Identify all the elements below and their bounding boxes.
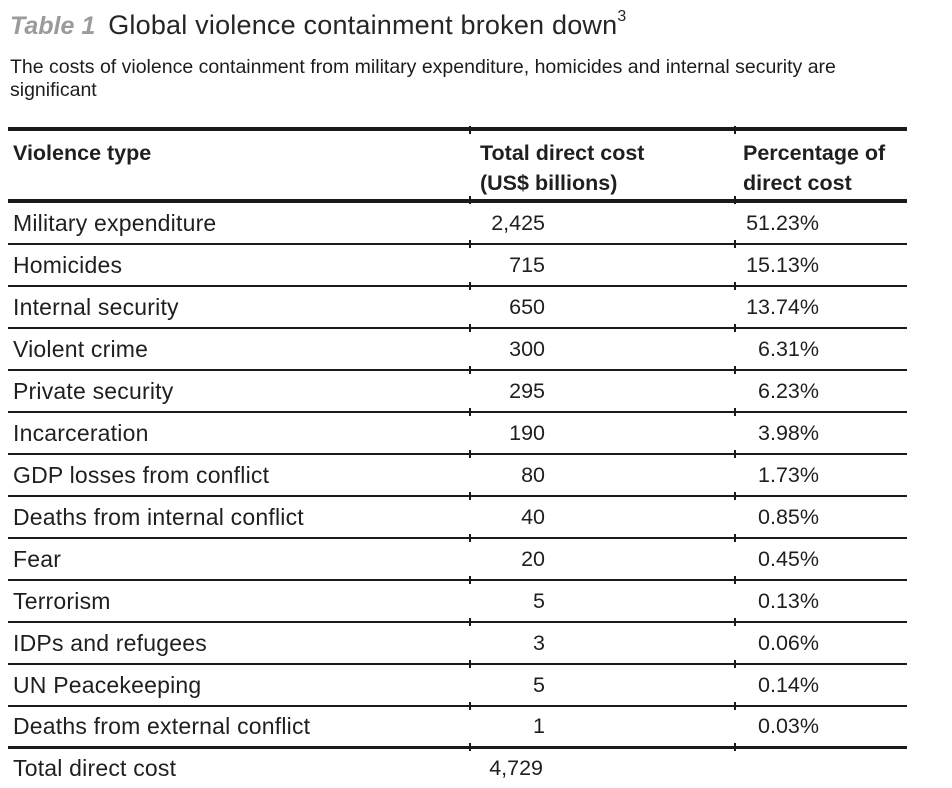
table-title-text: Global violence containment broken down [108, 10, 618, 40]
direct-cost-cell: 715 [509, 252, 545, 277]
column-divider-tick [734, 126, 736, 134]
percentage-cell: 6.31% [758, 336, 819, 361]
table-row: Deaths from external conflict 1 0.03% [8, 707, 907, 751]
percentage-cell: 51.23% [746, 210, 819, 235]
direct-cost-cell: 20 [521, 546, 545, 571]
table-number-label: Table 1 [10, 12, 96, 40]
direct-cost-cell: 190 [509, 420, 545, 445]
total-label-cell: Total direct cost [13, 755, 177, 781]
table-row: IDPs and refugees 3 0.06% [8, 623, 907, 668]
violence-type-cell: Incarceration [13, 419, 149, 446]
violence-type-cell: Deaths from internal conflict [13, 503, 304, 530]
column-header-line: Percentage of [743, 141, 886, 165]
violence-type-cell: Terrorism [13, 587, 111, 614]
table-row: Military expenditure 2,425 51.23% [8, 203, 907, 248]
total-cost-cell: 4,729 [489, 756, 543, 780]
percentage-cell: 3.98% [758, 420, 819, 445]
column-header-violence-type: Violence type [13, 141, 152, 165]
table-row: Fear 20 0.45% [8, 539, 907, 584]
percentage-cell: 1.73% [758, 462, 819, 487]
percentage-cell: 0.45% [758, 546, 819, 571]
table-title: Table 1 Global violence containment broke… [10, 8, 627, 41]
percentage-cell: 6.23% [758, 378, 819, 403]
violence-type-cell: Homicides [13, 251, 123, 278]
percentage-cell: 0.03% [758, 714, 819, 738]
violence-containment-table: Violence type Total direct cost (US$ bil… [8, 126, 907, 788]
violence-type-cell: GDP losses from conflict [13, 461, 270, 488]
percentage-cell: 0.06% [758, 630, 819, 655]
table-header-row: Violence type Total direct cost (US$ bil… [8, 126, 907, 204]
table-row: UN Peacekeeping 5 0.14% [8, 665, 907, 710]
table-row: GDP losses from conflict 80 1.73% [8, 455, 907, 500]
table-row: Deaths from internal conflict 40 0.85% [8, 497, 907, 542]
violence-type-cell: Fear [13, 545, 62, 572]
violence-type-cell: Deaths from external conflict [13, 713, 311, 739]
violence-type-cell: IDPs and refugees [13, 629, 207, 656]
table-row: Internal security 650 13.74% [8, 287, 907, 332]
direct-cost-cell: 80 [521, 462, 545, 487]
table-row: Private security 295 6.23% [8, 371, 907, 416]
violence-type-cell: Military expenditure [13, 209, 217, 236]
violence-type-cell: Violent crime [13, 335, 149, 362]
column-header-percentage: Percentage of direct cost [735, 131, 907, 198]
column-divider-tick [469, 126, 471, 134]
column-header-total-direct-cost: Total direct cost (US$ billions) [470, 131, 735, 198]
table-body: Military expenditure 2,425 51.23% Homici… [8, 203, 907, 751]
violence-type-cell: Private security [13, 377, 174, 404]
direct-cost-cell: 40 [521, 504, 545, 529]
percentage-cell: 0.14% [758, 672, 819, 697]
direct-cost-cell: 2,425 [491, 210, 545, 235]
direct-cost-cell: 295 [509, 378, 545, 403]
percentage-cell: 15.13% [746, 252, 819, 277]
table-row: Homicides 715 15.13% [8, 245, 907, 290]
violence-type-cell: Internal security [13, 293, 179, 320]
direct-cost-cell: 5 [533, 672, 545, 697]
percentage-cell: 0.13% [758, 588, 819, 613]
violence-type-cell: UN Peacekeeping [13, 671, 202, 698]
column-header-line: Total direct cost [480, 141, 645, 165]
direct-cost-cell: 3 [533, 630, 545, 655]
percentage-cell: 0.85% [758, 504, 819, 529]
column-header-line: direct cost [743, 171, 852, 195]
direct-cost-cell: 650 [509, 294, 545, 319]
table-subtitle: The costs of violence containment from m… [10, 56, 836, 101]
table-row: Violent crime 300 6.31% [8, 329, 907, 374]
column-header-line: (US$ billions) [480, 171, 618, 195]
table-total-row: Total direct cost 4,729 [8, 749, 907, 788]
footnote-reference: 3 [617, 8, 627, 25]
table-row: Incarceration 190 3.98% [8, 413, 907, 458]
percentage-cell: 13.74% [746, 294, 819, 319]
direct-cost-cell: 300 [509, 336, 545, 361]
direct-cost-cell: 5 [533, 588, 545, 613]
direct-cost-cell: 1 [533, 714, 545, 738]
table-row: Terrorism 5 0.13% [8, 581, 907, 626]
